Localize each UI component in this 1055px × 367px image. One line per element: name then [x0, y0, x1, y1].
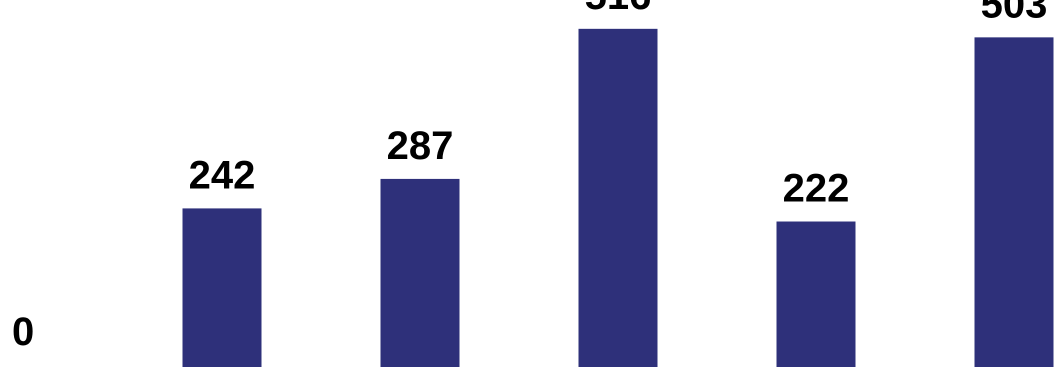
data-labels-group: 242 287 516 222 503 — [189, 0, 1048, 211]
bar-value-label-4: 222 — [783, 167, 850, 211]
bar-3 — [578, 28, 658, 367]
y-axis-zero-label: 0 — [12, 310, 34, 354]
bar-5 — [974, 37, 1054, 367]
bar-value-label-3: 516 — [585, 0, 652, 18]
bar-2 — [380, 178, 460, 367]
bar-value-label-5: 503 — [981, 0, 1048, 26]
bar-value-label-1: 242 — [189, 153, 256, 197]
bars-group — [182, 28, 1054, 367]
bar-value-label-2: 287 — [387, 124, 454, 168]
bar-4 — [776, 221, 856, 367]
bar-1 — [182, 208, 262, 367]
